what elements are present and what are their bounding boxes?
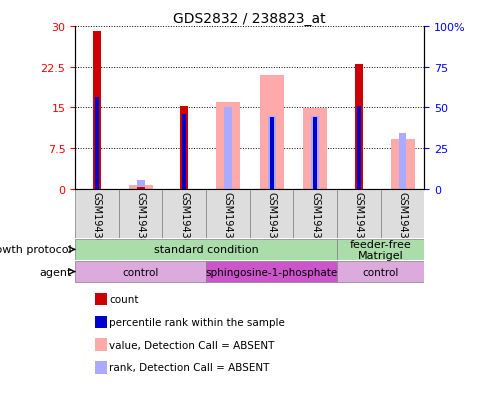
- Bar: [390, 140, 414, 190]
- Bar: [336, 239, 424, 261]
- Bar: [293, 190, 336, 239]
- Bar: [215, 103, 240, 190]
- Bar: [180, 107, 188, 190]
- Bar: [380, 190, 424, 239]
- Text: GSM194313: GSM194313: [353, 192, 363, 251]
- Bar: [75, 190, 119, 239]
- Text: value, Detection Call = ABSENT: value, Detection Call = ABSENT: [109, 340, 274, 350]
- Bar: [336, 190, 380, 239]
- Bar: [75, 239, 336, 261]
- Bar: [336, 261, 424, 282]
- Text: GSM194311: GSM194311: [266, 192, 276, 251]
- Text: GSM194314: GSM194314: [397, 192, 407, 251]
- Text: GSM194310: GSM194310: [223, 192, 232, 251]
- Bar: [162, 190, 206, 239]
- Bar: [93, 32, 101, 190]
- Text: GSM194307: GSM194307: [92, 192, 102, 251]
- Text: growth protocol: growth protocol: [0, 245, 72, 255]
- Bar: [313, 118, 317, 190]
- Text: sphingosine-1-phosphate: sphingosine-1-phosphate: [205, 267, 337, 277]
- Text: GSM194308: GSM194308: [136, 192, 145, 251]
- Bar: [249, 190, 293, 239]
- Bar: [128, 185, 152, 190]
- Bar: [224, 108, 231, 190]
- Bar: [354, 65, 362, 190]
- Text: rank, Detection Call = ABSENT: rank, Detection Call = ABSENT: [109, 363, 269, 373]
- Bar: [302, 109, 327, 190]
- Text: count: count: [109, 294, 138, 304]
- Bar: [136, 187, 144, 190]
- Text: standard condition: standard condition: [153, 245, 258, 255]
- Bar: [267, 116, 275, 190]
- Bar: [398, 133, 406, 190]
- Text: control: control: [122, 267, 158, 277]
- Bar: [182, 115, 186, 190]
- Bar: [311, 116, 318, 190]
- Bar: [75, 261, 206, 282]
- Bar: [136, 181, 144, 190]
- Text: feeder-free
Matrigel: feeder-free Matrigel: [349, 239, 411, 261]
- Bar: [206, 190, 249, 239]
- Bar: [259, 76, 283, 190]
- Text: control: control: [362, 267, 398, 277]
- Title: GDS2832 / 238823_at: GDS2832 / 238823_at: [173, 12, 325, 26]
- Text: GSM194309: GSM194309: [179, 192, 189, 251]
- Bar: [356, 107, 360, 190]
- Bar: [95, 97, 99, 190]
- Bar: [119, 190, 162, 239]
- Text: agent: agent: [39, 267, 72, 277]
- Text: GSM194312: GSM194312: [310, 192, 319, 251]
- Bar: [206, 261, 336, 282]
- Bar: [269, 118, 273, 190]
- Text: percentile rank within the sample: percentile rank within the sample: [109, 317, 285, 327]
